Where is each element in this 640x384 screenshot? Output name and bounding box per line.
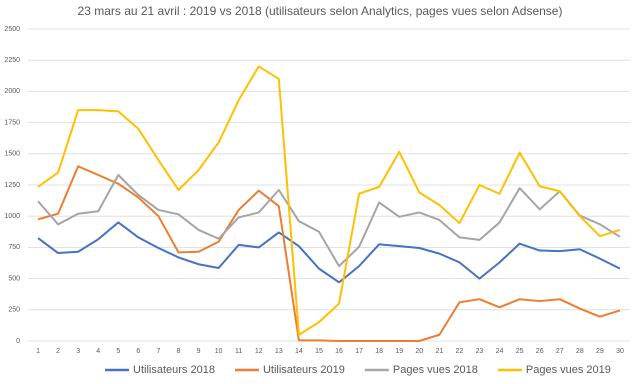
x-tick-label: 6 — [136, 348, 140, 355]
y-tick-label: 1000 — [4, 213, 20, 220]
legend-label: Pages vues 2018 — [393, 364, 478, 376]
x-tick-label: 26 — [536, 348, 544, 355]
x-tick-label: 10 — [215, 348, 223, 355]
y-tick-label: 2500 — [4, 26, 20, 33]
x-tick-label: 18 — [375, 348, 383, 355]
x-tick-label: 11 — [235, 348, 242, 355]
x-tick-label: 17 — [355, 348, 363, 355]
x-tick-label: 20 — [415, 348, 423, 355]
x-tick-label: 25 — [516, 348, 524, 355]
x-tick-label: 14 — [295, 348, 303, 355]
x-tick-label: 1 — [36, 348, 40, 355]
y-tick-label: 500 — [8, 275, 20, 282]
legend-label: Pages vues 2019 — [526, 364, 611, 376]
legend-label: Utilisateurs 2019 — [263, 364, 345, 376]
y-tick-label: 1250 — [4, 182, 20, 189]
x-tick-label: 23 — [476, 348, 484, 355]
series-line — [37, 174, 621, 268]
x-tick-label: 19 — [395, 348, 403, 355]
x-tick-label: 29 — [596, 348, 604, 355]
x-tick-label: 27 — [556, 348, 564, 355]
x-tick-label: 13 — [275, 348, 283, 355]
x-tick-label: 5 — [116, 348, 120, 355]
x-tick-label: 4 — [96, 348, 100, 355]
x-tick-label: 2 — [56, 348, 60, 355]
x-tick-label: 7 — [156, 348, 160, 355]
x-tick-label: 21 — [435, 348, 443, 355]
x-tick-label: 12 — [255, 348, 263, 355]
x-tick-label: 8 — [177, 348, 181, 355]
y-tick-label: 2250 — [4, 57, 20, 64]
y-tick-label: 750 — [8, 244, 20, 251]
series-line — [37, 65, 621, 336]
x-tick-label: 16 — [335, 348, 343, 355]
y-tick-label: 2000 — [4, 88, 20, 95]
x-tick-label: 15 — [315, 348, 323, 355]
y-tick-label: 1500 — [4, 151, 20, 158]
y-tick-label: 0 — [16, 338, 20, 345]
x-tick-label: 3 — [76, 348, 80, 355]
x-tick-label: 30 — [616, 348, 624, 355]
y-tick-label: 250 — [8, 307, 20, 314]
series-line — [37, 221, 621, 284]
series-line — [37, 165, 621, 342]
x-tick-label: 22 — [456, 348, 464, 355]
x-tick-label: 28 — [576, 348, 584, 355]
x-tick-label: 24 — [496, 348, 504, 355]
chart-title: 23 mars au 21 avril : 2019 vs 2018 (util… — [78, 4, 563, 18]
y-tick-label: 1750 — [4, 119, 20, 126]
x-tick-label: 9 — [197, 348, 201, 355]
legend-label: Utilisateurs 2018 — [133, 364, 215, 376]
